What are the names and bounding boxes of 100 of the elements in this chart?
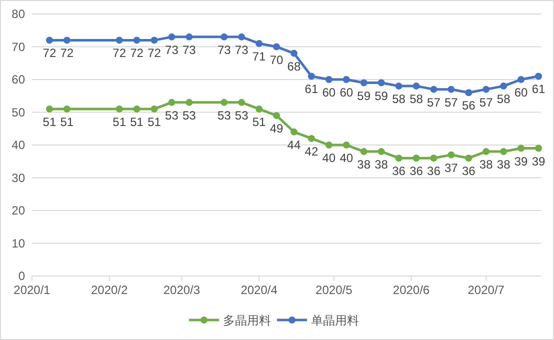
y-tick-label: 60: [12, 72, 26, 86]
data-label: 40: [340, 151, 354, 165]
data-label: 73: [234, 42, 249, 57]
data-label: 51: [60, 114, 74, 129]
point: [308, 72, 315, 80]
point: [168, 33, 176, 40]
point: [325, 76, 332, 83]
data-label: 53: [182, 108, 196, 122]
x-tick-label: 2020/2: [90, 283, 128, 297]
point: [360, 79, 368, 86]
data-label: 60: [322, 86, 336, 100]
y-tick-label: 70: [12, 40, 26, 54]
data-label: 53: [217, 108, 232, 122]
y-tick-label: 20: [12, 204, 26, 218]
point: [412, 154, 420, 162]
x-tick-label: 2020/3: [163, 283, 200, 297]
point: [395, 154, 402, 162]
point: [482, 86, 490, 93]
x-tick-label: 2020/6: [392, 283, 430, 297]
data-label: 59: [374, 88, 388, 103]
x-tick-label: 2020/5: [316, 283, 353, 297]
point: [342, 76, 350, 83]
y-tick-label: 10: [12, 236, 26, 250]
point: [63, 105, 70, 112]
point: [116, 105, 123, 112]
data-label: 42: [304, 144, 318, 158]
data-label: 49: [270, 122, 284, 136]
point: [256, 40, 263, 47]
data-label: 39: [532, 154, 546, 168]
data-label: 53: [234, 108, 249, 122]
point: [325, 142, 332, 148]
point: [342, 142, 350, 148]
data-label: 72: [148, 46, 162, 60]
point: [220, 98, 228, 106]
point: [378, 148, 385, 156]
point: [482, 148, 490, 156]
data-label: 72: [112, 46, 126, 60]
point: [290, 128, 298, 136]
data-label: 68: [287, 59, 301, 74]
point: [168, 98, 176, 106]
data-label: 57: [479, 95, 494, 110]
legend-label: 单晶用料: [311, 314, 359, 328]
point: [220, 33, 228, 40]
data-label: 60: [340, 86, 354, 100]
point: [535, 144, 542, 152]
point: [238, 98, 246, 106]
data-label: 59: [357, 88, 371, 103]
point: [273, 112, 280, 120]
data-label: 73: [165, 42, 179, 57]
point: [465, 89, 472, 96]
data-label: 72: [130, 46, 144, 60]
y-tick-label: 30: [12, 170, 26, 185]
data-label: 51: [148, 114, 162, 129]
point: [500, 82, 508, 90]
point: [63, 36, 70, 44]
data-label: 51: [112, 114, 126, 129]
point: [360, 148, 368, 156]
data-label: 38: [496, 158, 511, 172]
point: [116, 36, 123, 44]
data-label: 38: [479, 158, 494, 172]
data-label: 73: [217, 42, 232, 57]
data-label: 61: [532, 82, 546, 96]
point: [395, 82, 402, 90]
point: [46, 105, 53, 112]
data-label: 71: [252, 49, 266, 64]
point: [133, 36, 140, 44]
legend-label: 多晶用料: [223, 314, 271, 328]
point: [133, 105, 140, 112]
data-label: 57: [444, 95, 458, 110]
data-label: 36: [392, 164, 406, 178]
x-tick-label: 2020/1: [14, 283, 51, 297]
point: [150, 105, 158, 112]
data-label: 56: [462, 98, 476, 113]
point: [238, 33, 246, 40]
data-label: 58: [496, 92, 511, 106]
point: [256, 105, 263, 112]
data-label: 51: [252, 114, 266, 129]
data-label: 73: [182, 42, 196, 57]
data-label: 57: [427, 95, 441, 110]
data-label: 38: [357, 158, 371, 172]
data-label: 58: [410, 92, 424, 106]
data-label: 53: [165, 108, 179, 122]
data-label: 37: [444, 160, 458, 175]
data-label: 40: [322, 151, 336, 165]
y-tick-label: 0: [18, 269, 26, 283]
point: [430, 86, 438, 93]
point: [412, 82, 420, 90]
data-label: 51: [130, 114, 144, 129]
data-label: 36: [427, 164, 441, 178]
data-label: 70: [270, 52, 284, 67]
data-label: 61: [304, 82, 318, 96]
point: [308, 134, 315, 142]
data-label: 36: [462, 164, 476, 178]
point: [150, 36, 158, 44]
y-tick-label: 40: [12, 138, 26, 152]
data-label: 60: [514, 86, 528, 100]
point: [186, 33, 193, 40]
point: [535, 72, 542, 80]
point: [448, 86, 455, 93]
point: [46, 36, 53, 44]
